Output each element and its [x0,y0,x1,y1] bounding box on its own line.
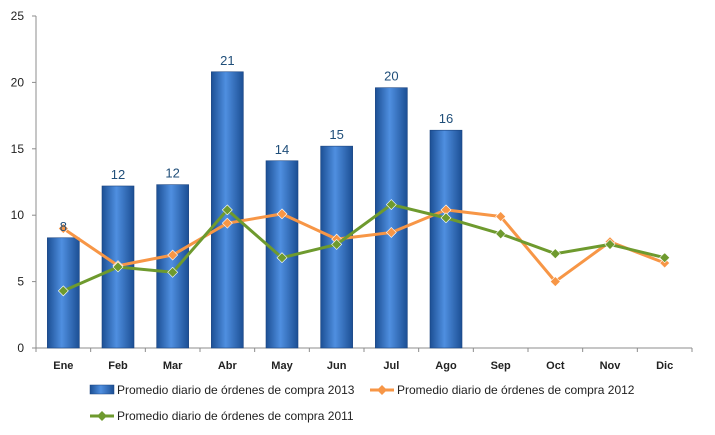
x-tick-label: Ene [53,360,73,372]
y-tick-label: 20 [11,75,25,89]
bar [375,87,408,349]
x-tick-label: Sep [491,360,511,372]
series-point [331,238,343,250]
series-point [221,204,233,216]
bar-data-label: 16 [439,111,453,126]
bar-data-label: 12 [111,167,125,182]
series-point [549,276,561,288]
series-point [495,228,507,240]
x-tick-label: Abr [218,360,238,372]
series-point [495,211,507,222]
x-tick-label: May [271,360,293,372]
y-tick-label: 5 [17,275,24,289]
x-tick-label: Mar [163,360,183,372]
x-tick-label: Dic [656,360,673,372]
data-labels: 8 12 12 21 14 15 20 16 [60,53,454,234]
bar-data-label: 12 [165,166,179,181]
x-tick-label: Nov [600,360,622,372]
legend: Promedio diario de órdenes de compra 201… [89,383,635,423]
bar-data-label: 21 [220,53,234,68]
bar [156,184,189,349]
series-point [57,223,69,234]
series-point [276,208,288,220]
legend-label: Promedio diario de órdenes de compra 201… [117,383,355,397]
x-tick-label: Feb [108,360,128,372]
bar-data-label: 15 [329,127,343,142]
y-tick-label: 25 [11,9,25,23]
y-tick-label: 0 [17,341,24,355]
axes: 0 5 10 15 20 25 Ene Feb Mar Abr May Jun Jul Ago Sep Oct… [11,9,693,372]
x-tick-label: Ago [435,360,457,372]
y-tick-label: 15 [11,142,25,156]
x-tick-label: Jul [383,360,399,372]
bar-data-label: 14 [275,142,289,157]
series-point [549,248,561,260]
series-line-1 [62,208,666,284]
bar-data-label: 8 [60,219,67,234]
bars-2013 [47,71,463,349]
series-point [276,252,288,264]
series-point [440,212,452,224]
legend-marker [377,385,387,395]
series-point [221,217,233,229]
bar [429,129,463,349]
series-point [659,252,671,264]
legend-label: Promedio diario de órdenes de compra 201… [397,383,635,397]
series-point [604,238,616,250]
series-point [385,199,397,211]
legend-marker [97,411,107,421]
series-point [167,249,179,261]
series-point [167,266,179,278]
x-tick-label: Jun [327,360,347,372]
series-point [112,261,124,273]
x-tick-label: Oct [546,360,565,372]
legend-swatch [89,384,115,395]
bar-data-label: 20 [384,69,398,84]
lines [57,199,671,297]
y-tick-label: 10 [11,208,25,222]
series-line-2 [62,203,666,293]
series-point [57,285,69,297]
series-point [385,227,397,238]
legend-label: Promedio diario de órdenes de compra 201… [117,409,354,423]
